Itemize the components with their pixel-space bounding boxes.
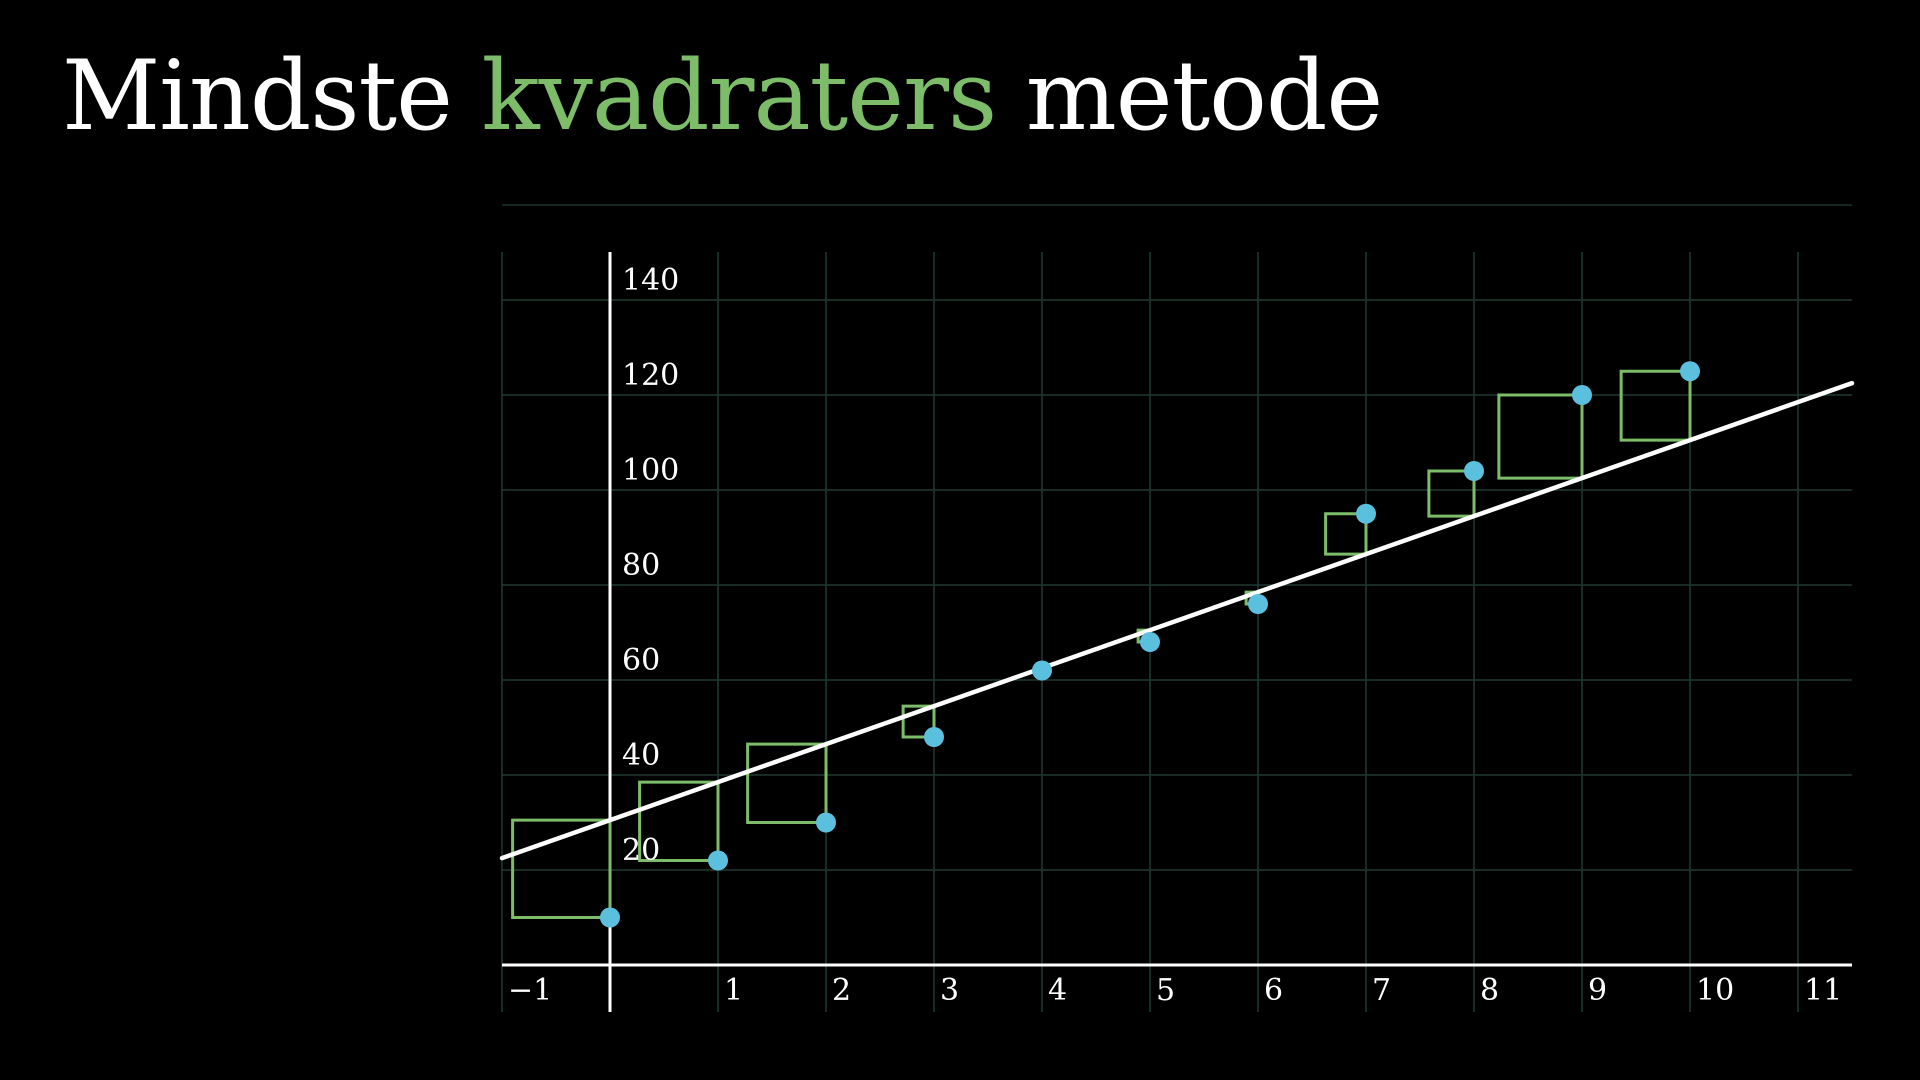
residual-square (511, 818, 612, 919)
title-part-1: Mindste (62, 40, 482, 152)
data-point (1464, 461, 1484, 481)
fit-line-layer (499, 380, 1855, 861)
x-tick-label: 6 (1264, 973, 1283, 1008)
x-tick-label: 3 (940, 973, 959, 1008)
y-tick-label: 60 (622, 643, 660, 678)
residual-square (638, 780, 720, 862)
data-point (1572, 385, 1592, 405)
x-tick-label: 9 (1588, 973, 1607, 1008)
residual-square (746, 742, 828, 824)
regression-line (499, 380, 1855, 861)
x-tick-label: 10 (1696, 973, 1734, 1008)
y-tick-label: 20 (622, 833, 660, 868)
data-point (924, 727, 944, 747)
x-tick-label: 8 (1480, 973, 1499, 1008)
x-tick-label: 11 (1804, 973, 1842, 1008)
residual-square (1497, 393, 1584, 480)
data-point (600, 907, 620, 928)
title-part-3: metode (996, 40, 1383, 152)
x-tick-label: 1 (724, 973, 743, 1008)
y-tick-label: 80 (622, 548, 660, 583)
data-point (1248, 594, 1268, 614)
y-tick-label: 40 (622, 738, 660, 773)
data-points (600, 361, 1700, 928)
slide-title: Mindste kvadraters metode (62, 40, 1383, 152)
x-tick-label: 4 (1048, 973, 1067, 1008)
x-tick-label: 5 (1156, 973, 1175, 1008)
residual-square (1427, 469, 1476, 518)
residual-square (901, 704, 936, 739)
y-tick-label: 100 (622, 453, 679, 488)
residual-square (1324, 512, 1368, 556)
residual-squares (511, 369, 1692, 919)
axes (502, 252, 1852, 1012)
data-point (708, 850, 728, 871)
tick-labels: −1 1 2 3 4 5 6 7 8 9 10 11 20 40 60 80 100 120 140 (508, 263, 1842, 1008)
data-point (1140, 632, 1160, 652)
grid (501, 204, 1852, 1012)
x-tick-label: 2 (832, 973, 851, 1008)
x-tick-label: 7 (1372, 973, 1391, 1008)
data-point (1680, 361, 1700, 382)
title-highlight-word: kvadraters (481, 40, 997, 152)
x-tick-label: −1 (508, 973, 552, 1008)
data-point (1356, 503, 1376, 524)
y-tick-label: 140 (622, 263, 679, 298)
y-tick-label: 120 (622, 358, 679, 393)
data-point (1032, 660, 1052, 681)
residual-square (1619, 369, 1692, 442)
data-point (816, 812, 836, 833)
